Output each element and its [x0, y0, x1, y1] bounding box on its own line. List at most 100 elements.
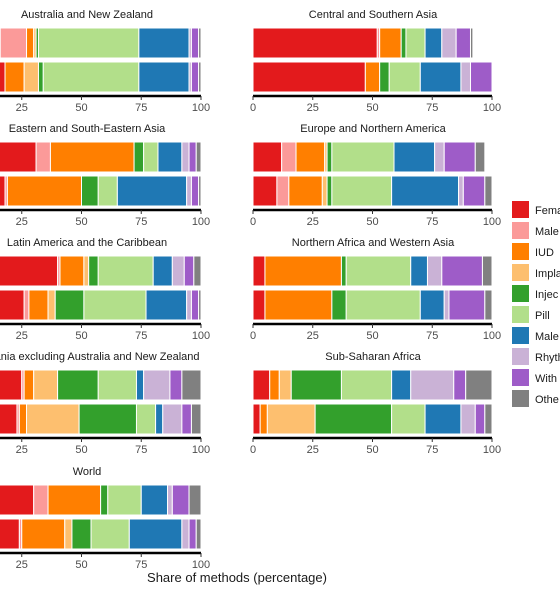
bar-segment: [469, 27, 474, 59]
x-tick-label: 50: [75, 444, 87, 456]
bar-segment: [18, 403, 28, 435]
x-tick-label: 50: [366, 102, 378, 114]
bar-segment: [264, 289, 333, 321]
bar-segment: [424, 403, 462, 435]
bar-segment: [133, 141, 145, 173]
panel: Latin America and the Caribbean 25 50 75 100: [0, 237, 210, 342]
bar-segment: [441, 255, 483, 287]
x-tick-label: 50: [366, 330, 378, 342]
legend-item: Pill: [512, 306, 550, 323]
bar-segment: [345, 255, 412, 287]
x-tick-label: 25: [16, 216, 28, 228]
bar-segment: [188, 484, 202, 516]
legend-item: Fema: [512, 201, 560, 218]
bar-segment: [288, 175, 323, 207]
bar-segment: [135, 369, 145, 401]
bar-segment: [441, 27, 457, 59]
legend-item: Male: [512, 327, 559, 344]
bar-segment: [186, 289, 192, 321]
bar-segment: [252, 27, 378, 59]
bar-segment: [331, 141, 395, 173]
bar-segment: [37, 27, 140, 59]
bar-segment: [252, 141, 283, 173]
bar-segment: [252, 61, 366, 93]
legend-label: Othe: [535, 394, 559, 406]
legend-label: Impla: [535, 268, 560, 280]
bar-segment: [152, 255, 173, 287]
bar-segment: [474, 141, 486, 173]
x-tick-label: 75: [426, 330, 438, 342]
bar-segment: [116, 175, 188, 207]
bar-segment: [57, 369, 99, 401]
legend-label: Male: [535, 331, 559, 343]
bar-segment: [135, 403, 157, 435]
bar-segment: [259, 403, 268, 435]
bar-segment: [181, 518, 190, 550]
x-axis-label: Share of methods (percentage): [147, 570, 327, 585]
bar-segment: [405, 27, 426, 59]
legend-swatch: [512, 222, 529, 239]
bar-segment: [37, 61, 44, 93]
bar-segment: [21, 518, 66, 550]
bar-segment: [340, 255, 347, 287]
bar-segment: [252, 289, 266, 321]
bar-segment: [314, 403, 393, 435]
bar-segment: [340, 369, 393, 401]
bar-segment: [252, 255, 266, 287]
x-tick-label: 25: [16, 559, 28, 571]
bar-segment: [410, 369, 455, 401]
bar-segment: [47, 484, 102, 516]
x-tick-label: 25: [16, 444, 28, 456]
bar-segment: [138, 27, 190, 59]
bar-segment: [190, 289, 200, 321]
legend-label: Fema: [535, 205, 560, 217]
bar-segment: [195, 141, 202, 173]
bar-segment: [181, 141, 190, 173]
bar-segment: [481, 255, 493, 287]
bar-segment: [49, 141, 135, 173]
bar-segment: [83, 255, 90, 287]
bar-segment: [26, 403, 80, 435]
bar-segment: [364, 61, 381, 93]
bar-segment: [181, 369, 202, 401]
bar-segment: [198, 289, 202, 321]
bar-segment: [83, 289, 147, 321]
bar-segment: [331, 289, 347, 321]
bar-segment: [0, 141, 37, 173]
bar-segment: [331, 175, 393, 207]
x-tick-label: 0: [250, 330, 256, 342]
bar-segment: [391, 175, 460, 207]
bar-segment: [443, 141, 476, 173]
bar-segment: [295, 141, 326, 173]
bar-segment: [162, 403, 183, 435]
legend-swatch: [512, 369, 529, 386]
legend-label: IUD: [535, 247, 554, 259]
legend-item: Impla: [512, 264, 560, 281]
x-tick-label: 50: [75, 216, 87, 228]
bar-segment: [252, 175, 278, 207]
panel: World 25 50 75 100: [0, 466, 210, 571]
bar-segment: [252, 403, 261, 435]
bar-segment: [143, 369, 171, 401]
bar-segment: [190, 27, 200, 59]
legend-item: Rhyth: [512, 348, 560, 365]
bar-segment: [188, 141, 197, 173]
bar-segment: [0, 61, 6, 93]
panel-title: Europe and Northern America: [300, 123, 446, 135]
panel: Sub-Saharan Africa 0 25 50 75 100: [250, 351, 501, 456]
bar-segment: [281, 141, 297, 173]
x-tick-label: 75: [426, 216, 438, 228]
bar-segment: [0, 289, 25, 321]
x-tick-label: 100: [483, 102, 501, 114]
bar-segment: [391, 403, 426, 435]
legend-label: Rhyth: [535, 352, 560, 364]
legend-swatch: [512, 348, 529, 365]
bar-segment: [443, 289, 450, 321]
bar-segment: [393, 141, 436, 173]
bar-segment: [23, 289, 30, 321]
bar-segment: [140, 484, 169, 516]
bar-segment: [183, 255, 195, 287]
bar-segment: [321, 175, 328, 207]
